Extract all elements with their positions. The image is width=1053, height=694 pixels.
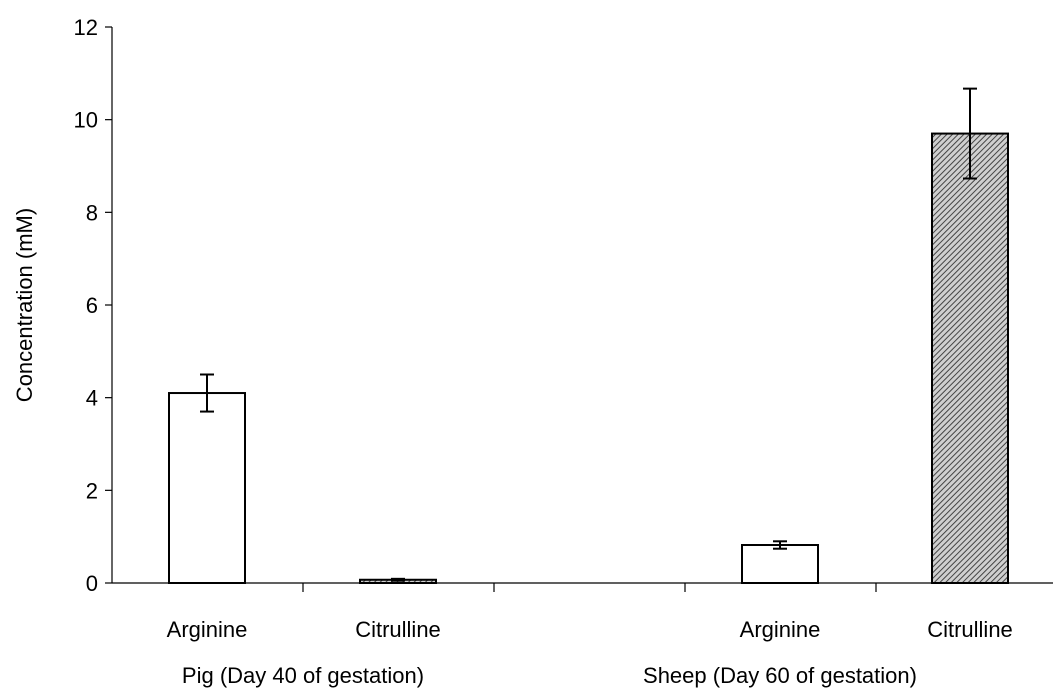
y-tick-label: 2 bbox=[86, 478, 98, 503]
group-label: Pig (Day 40 of gestation) bbox=[182, 663, 424, 688]
category-label: Citrulline bbox=[927, 617, 1013, 642]
group-label: Sheep (Day 60 of gestation) bbox=[643, 663, 917, 688]
y-tick-label: 0 bbox=[86, 571, 98, 596]
bars bbox=[168, 87, 1009, 584]
y-tick-label: 4 bbox=[86, 386, 98, 411]
y-tick-label: 12 bbox=[74, 15, 98, 40]
category-label: Arginine bbox=[740, 617, 821, 642]
y-tick-label: 8 bbox=[86, 200, 98, 225]
y-tick-label: 10 bbox=[74, 108, 98, 133]
labels: Concentration (mM) Arginine Citrulline Argi… bbox=[12, 208, 1013, 688]
axes: 0 2 4 6 8 10 12 bbox=[74, 15, 1053, 596]
bar-0-arginine bbox=[168, 392, 246, 584]
y-tick-label: 6 bbox=[86, 293, 98, 318]
bar-1-citrulline bbox=[931, 132, 1009, 584]
category-label: Arginine bbox=[167, 617, 248, 642]
category-label: Citrulline bbox=[355, 617, 441, 642]
bar-1-arginine bbox=[741, 544, 819, 584]
y-axis-label: Concentration (mM) bbox=[12, 208, 37, 402]
